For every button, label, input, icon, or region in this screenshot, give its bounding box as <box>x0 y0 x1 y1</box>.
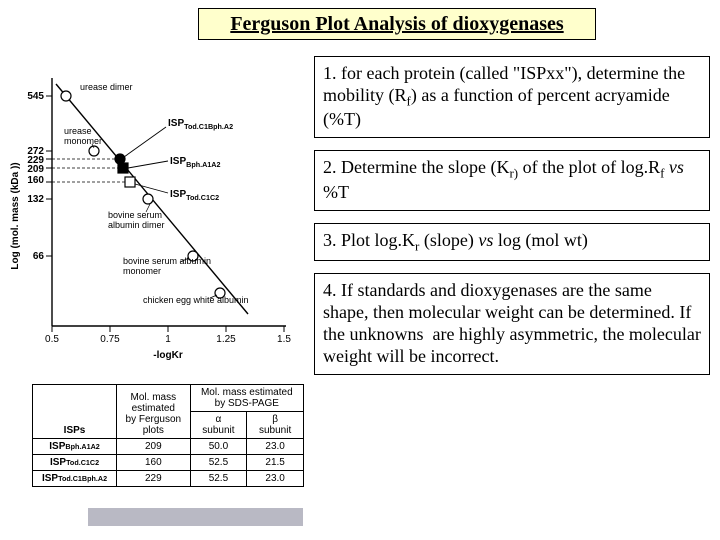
row3-name: ISPTod.C1Bph.A2 <box>33 471 117 487</box>
svg-text:209: 209 <box>27 164 44 175</box>
row1-name: ISPBph.A1A2 <box>33 439 117 455</box>
chart-svg: Log (mol. mass (kDa )) 0.5 0.75 1 1.25 1… <box>8 56 304 376</box>
row1-ferg: 209 <box>117 439 191 455</box>
row2-ferg: 160 <box>117 455 191 471</box>
th-ferguson: Mol. massestimatedby Fergusonplots <box>117 385 191 439</box>
row3-ferg: 229 <box>117 471 191 487</box>
row3-b: 23.0 <box>247 471 304 487</box>
row2-b: 21.5 <box>247 455 304 471</box>
row2-name: ISPTod.C1C2 <box>33 455 117 471</box>
svg-text:0.5: 0.5 <box>45 334 59 345</box>
row1-b: 23.0 <box>247 439 304 455</box>
y-ticks: 545 272 229 209 160 132 66 <box>27 91 52 262</box>
text-boxes: 1. for each protein (called "ISPxx"), de… <box>314 56 710 387</box>
svg-text:bovine serum: bovine serum <box>108 210 162 220</box>
ferguson-chart: Log (mol. mass (kDa )) 0.5 0.75 1 1.25 1… <box>8 56 304 376</box>
svg-text:1: 1 <box>165 334 171 345</box>
isp-points: ISPTod.C1Bph.A2 ISPBph.A1A2 ISPTod.C1C2 <box>115 118 233 202</box>
svg-text:ISPBph.A1A2: ISPBph.A1A2 <box>170 156 220 169</box>
y-axis-title: Log (mol. mass (kDa )) <box>10 162 21 269</box>
svg-text:ISPTod.C1C2: ISPTod.C1C2 <box>170 189 219 202</box>
th-isps: ISPs <box>33 385 117 439</box>
svg-text:132: 132 <box>27 194 44 205</box>
svg-text:1.5: 1.5 <box>277 334 291 345</box>
table-row: ISPTod.C1C2 160 52.5 21.5 <box>33 455 304 471</box>
standard-points: urease dimer urease monomer bovine serum… <box>61 82 249 305</box>
step-4-box: 4. If standards and dioxygenases are the… <box>314 273 710 375</box>
svg-text:160: 160 <box>27 175 44 186</box>
row2-a: 52.5 <box>190 455 247 471</box>
svg-text:urease dimer: urease dimer <box>80 82 133 92</box>
gray-footer-bar <box>88 508 303 526</box>
x-ticks: 0.5 0.75 1 1.25 1.5 <box>45 326 291 345</box>
row3-a: 52.5 <box>190 471 247 487</box>
svg-text:monomer: monomer <box>64 136 102 146</box>
svg-text:bovine serum albumin: bovine serum albumin <box>123 256 211 266</box>
page-title: Ferguson Plot Analysis of dioxygenases <box>230 13 563 36</box>
mass-table: ISPs Mol. massestimatedby Fergusonplots … <box>32 384 304 487</box>
table-row: ISPTod.C1Bph.A2 229 52.5 23.0 <box>33 471 304 487</box>
title-box: Ferguson Plot Analysis of dioxygenases <box>198 8 596 40</box>
svg-text:66: 66 <box>33 251 45 262</box>
data-table-area: ISPs Mol. massestimatedby Fergusonplots … <box>32 384 304 487</box>
th-alpha: αsubunit <box>190 412 247 439</box>
svg-text:545: 545 <box>27 91 44 102</box>
step-3-box: 3. Plot log.Kr (slope) vs log (mol wt) <box>314 223 710 261</box>
svg-text:0.75: 0.75 <box>100 334 120 345</box>
svg-text:1.25: 1.25 <box>216 334 236 345</box>
th-beta: βsubunit <box>247 412 304 439</box>
svg-text:chicken egg white albumin: chicken egg white albumin <box>143 295 249 305</box>
th-sds: Mol. mass estimatedby SDS-PAGE <box>190 385 303 412</box>
x-axis-title: -logKr <box>153 350 183 361</box>
svg-text:urease: urease <box>64 126 92 136</box>
row1-a: 50.0 <box>190 439 247 455</box>
svg-text:monomer: monomer <box>123 266 161 276</box>
svg-text:ISPTod.C1Bph.A2: ISPTod.C1Bph.A2 <box>168 118 233 131</box>
step-2-box: 2. Determine the slope (Kr) of the plot … <box>314 150 710 210</box>
step-1-box: 1. for each protein (called "ISPxx"), de… <box>314 56 710 138</box>
table-row: ISPBph.A1A2 209 50.0 23.0 <box>33 439 304 455</box>
svg-text:albumin dimer: albumin dimer <box>108 220 165 230</box>
